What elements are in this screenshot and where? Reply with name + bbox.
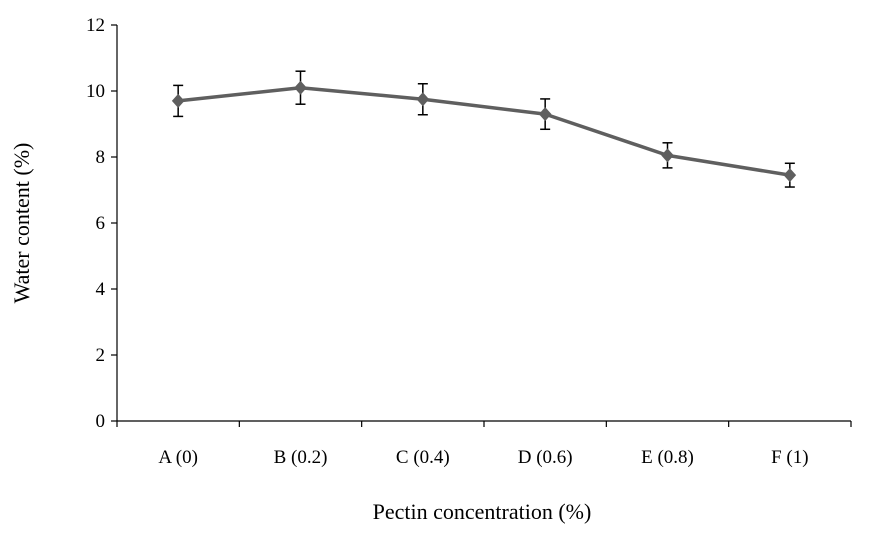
data-point-marker: [661, 148, 674, 163]
y-axis: 0 2 4 6 8 10 12: [86, 15, 118, 432]
data-point-marker: [171, 93, 185, 108]
x-tick-label: B (0.2): [274, 447, 328, 468]
x-axis-title: Pectin concentration (%): [373, 499, 592, 524]
data-point-marker: [538, 107, 552, 122]
series-line: [177, 85, 791, 177]
x-tick-label: F (1): [771, 447, 808, 468]
data-point-marker: [783, 168, 797, 183]
y-tick-label: 6: [96, 213, 106, 234]
y-tick-label: 4: [96, 279, 106, 300]
x-tick-label: A (0): [158, 447, 198, 468]
data-point-marker: [416, 92, 430, 107]
y-tick-label: 12: [86, 15, 105, 36]
y-tick-label: 2: [96, 345, 106, 366]
plot-area: [171, 70, 797, 188]
y-tick-label: 8: [96, 147, 106, 168]
y-axis-title: Water content (%): [9, 143, 34, 304]
x-tick-label: E (0.8): [641, 447, 694, 468]
x-tick-label: C (0.4): [396, 447, 450, 468]
data-point-marker: [294, 80, 307, 95]
x-axis: A (0) B (0.2) C (0.4) D (0.6) E (0.8) F (1): [116, 420, 852, 468]
y-tick-label: 0: [96, 411, 106, 432]
x-tick-label: D (0.6): [518, 447, 573, 468]
y-tick-label: 10: [86, 81, 105, 102]
